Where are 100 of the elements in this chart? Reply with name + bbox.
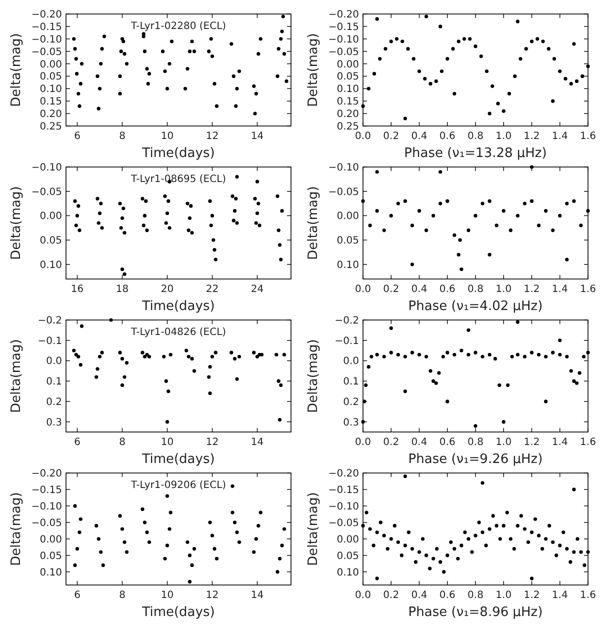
point	[230, 42, 234, 46]
y-axis-title: Delta(mag)	[9, 33, 24, 107]
x-tick-label: 1.2	[524, 437, 540, 448]
x-tick-label: 1.6	[580, 131, 596, 142]
point	[208, 520, 212, 524]
point	[530, 350, 534, 354]
x-tick-label: 0.2	[383, 131, 400, 142]
point	[490, 84, 494, 88]
point	[252, 550, 256, 554]
point	[424, 14, 428, 18]
point	[274, 352, 278, 356]
point	[281, 14, 285, 18]
y-tick-label: 0.05	[40, 236, 62, 247]
text: T-Lyr1-04826 (ECL)	[130, 327, 226, 338]
point	[530, 199, 534, 203]
x-tick-label: 10	[160, 131, 174, 142]
point	[282, 352, 286, 356]
point	[276, 228, 280, 232]
point	[118, 514, 122, 518]
point	[565, 202, 569, 206]
point	[76, 354, 80, 358]
point	[168, 226, 172, 230]
point	[140, 196, 144, 200]
point	[168, 62, 172, 66]
point	[466, 352, 470, 356]
x-tick-label: 0.6	[439, 590, 456, 601]
point	[254, 537, 258, 541]
point	[479, 54, 483, 58]
point	[437, 371, 441, 375]
point	[72, 348, 76, 352]
y-tick-label: 0.00	[40, 534, 62, 546]
point	[516, 320, 520, 324]
point	[230, 350, 234, 354]
point	[163, 194, 167, 198]
y-tick-label: 0.10	[40, 84, 62, 96]
point	[165, 86, 170, 90]
point	[142, 50, 147, 54]
point	[366, 365, 370, 369]
y-tick-label: 0.2	[343, 396, 359, 408]
point	[142, 224, 146, 228]
x-axis-title: Time(days)	[141, 146, 215, 161]
point	[578, 371, 582, 375]
point	[389, 326, 393, 330]
point	[258, 37, 262, 41]
point	[98, 354, 102, 358]
y-axis-title: Delta(mag)	[306, 33, 321, 107]
y-tick-label: −0.05	[328, 46, 359, 58]
point	[582, 354, 586, 358]
point	[502, 209, 506, 213]
point	[558, 352, 562, 356]
y-tick-label: 0.25	[40, 122, 62, 132]
x-axis-title: Phase (ν₁=9.26 μHz)	[408, 452, 543, 467]
point	[412, 57, 416, 61]
text: T-Lyr1-09206 (ECL)	[130, 480, 226, 491]
y-tick-label: 0.00	[40, 59, 62, 70]
y-axis-title: Delta(mag)	[9, 186, 24, 260]
point	[235, 221, 239, 225]
point	[446, 199, 450, 203]
point	[516, 352, 520, 356]
point	[102, 34, 106, 38]
point	[446, 400, 450, 404]
point	[488, 199, 492, 203]
point	[210, 214, 214, 218]
x-tick-label: 1.4	[552, 131, 568, 142]
point	[252, 350, 256, 354]
point	[389, 350, 393, 354]
point	[162, 354, 166, 358]
point	[255, 180, 260, 184]
point	[212, 82, 216, 86]
y-tick-label: −0.20	[328, 10, 359, 20]
point	[254, 221, 258, 225]
point	[230, 510, 234, 514]
point	[389, 40, 393, 44]
point	[382, 354, 386, 358]
y-tick-label: 0.10	[40, 567, 62, 578]
point	[74, 57, 78, 61]
point	[98, 211, 102, 216]
point	[210, 54, 214, 58]
y-axis-title: Delta(mag)	[306, 339, 321, 413]
point	[74, 352, 78, 356]
y-tick-label: 0.05	[40, 550, 62, 562]
point	[188, 50, 192, 54]
point	[364, 383, 368, 387]
point	[190, 40, 194, 44]
point	[440, 69, 444, 74]
y-tick-label: 0.2	[46, 396, 62, 408]
y-tick-label: −0.05	[31, 518, 62, 529]
point	[140, 350, 144, 354]
point	[524, 47, 528, 51]
point	[496, 102, 500, 106]
point	[140, 507, 144, 512]
x-tick-label: 8	[119, 131, 126, 142]
x-tick-label: 0.2	[383, 437, 400, 448]
point	[452, 233, 456, 237]
point	[552, 57, 556, 61]
point	[96, 537, 100, 541]
y-tick-label: −0.1	[38, 336, 62, 347]
point	[120, 356, 124, 360]
y-tick-label: 0.10	[336, 567, 359, 578]
point	[234, 104, 238, 108]
